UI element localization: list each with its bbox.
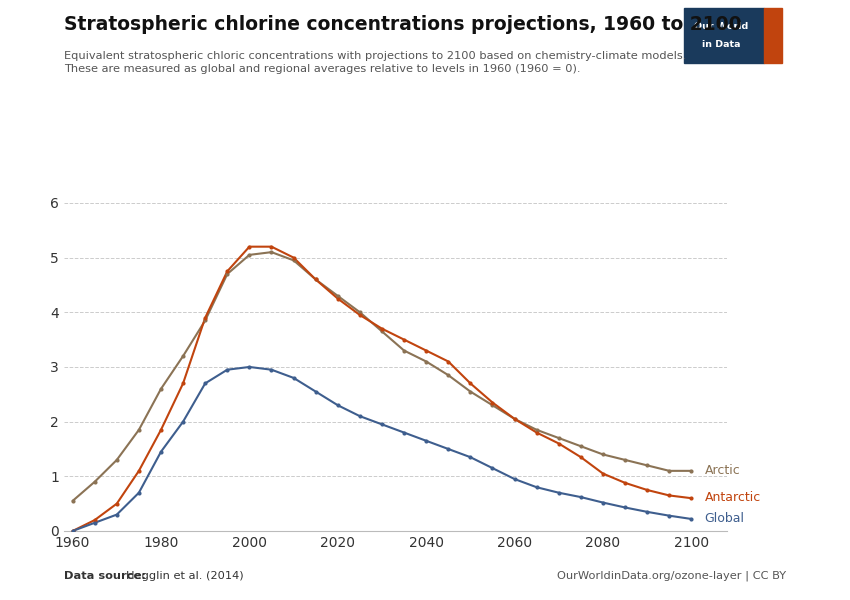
Text: These are measured as global and regional averages relative to levels in 1960 (1: These are measured as global and regiona… [64, 64, 581, 74]
Text: Global: Global [705, 512, 745, 526]
Text: Stratospheric chlorine concentrations projections, 1960 to 2100: Stratospheric chlorine concentrations pr… [64, 15, 741, 34]
Text: Data source:: Data source: [64, 571, 150, 581]
Text: Arctic: Arctic [705, 464, 740, 478]
Text: Equivalent stratospheric chloric concentrations with projections to 2100 based o: Equivalent stratospheric chloric concent… [64, 51, 686, 61]
Text: in Data: in Data [702, 40, 740, 49]
Text: Antarctic: Antarctic [705, 491, 761, 503]
Bar [764, 8, 782, 63]
Bar [684, 8, 764, 63]
Text: Hegglin et al. (2014): Hegglin et al. (2014) [126, 571, 243, 581]
Text: OurWorldinData.org/ozone-layer | CC BY: OurWorldinData.org/ozone-layer | CC BY [557, 570, 786, 581]
Text: Our World: Our World [694, 22, 749, 31]
